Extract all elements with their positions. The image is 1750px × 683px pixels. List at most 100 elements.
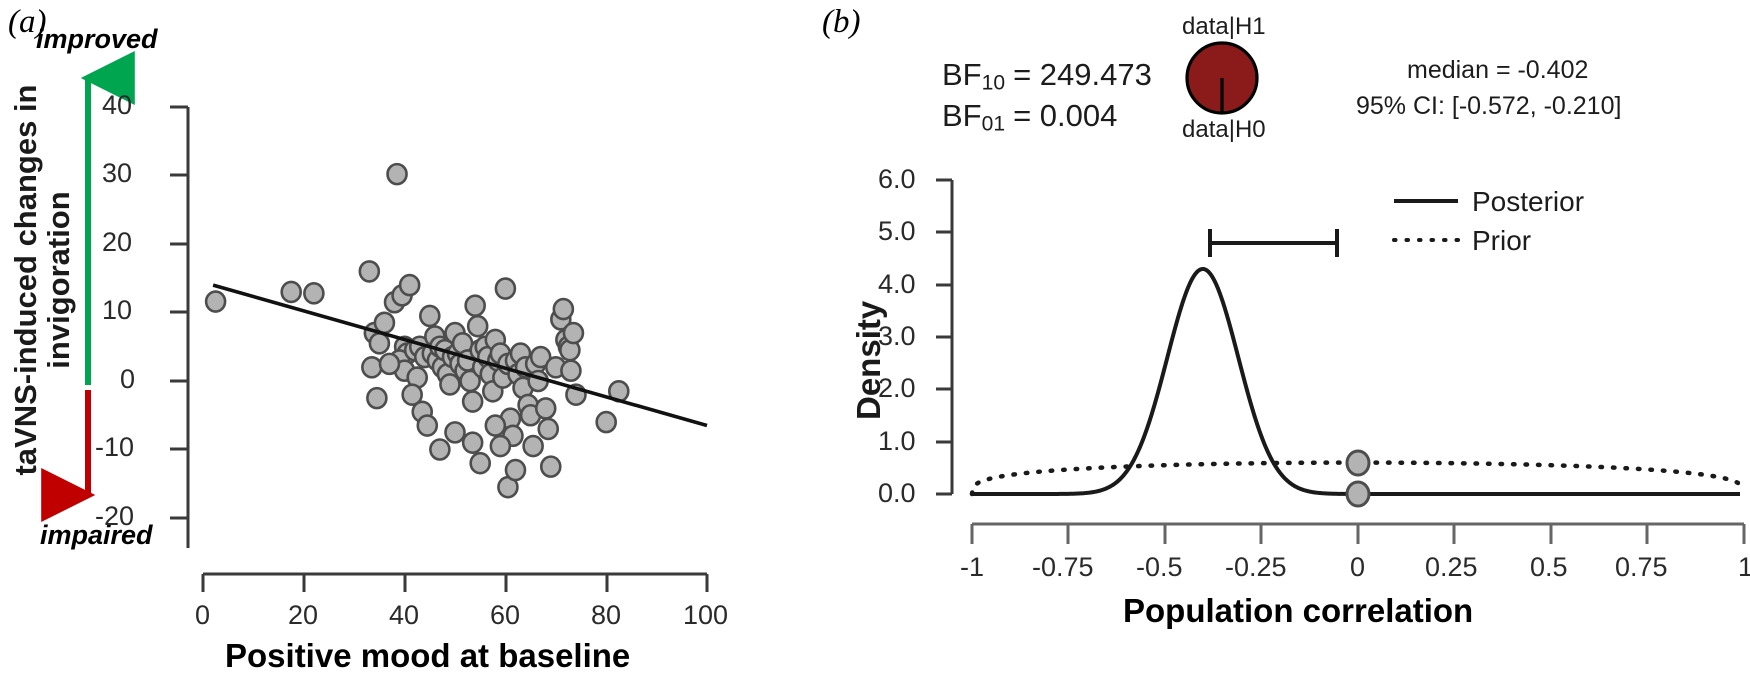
regression-line-segment: [212, 283, 708, 428]
scatter-point: [373, 311, 396, 335]
panel-a-ytick-0: 0: [120, 364, 136, 394]
scatter-point: [484, 414, 507, 437]
scatter-points-layer: [204, 162, 630, 499]
scatter-point: [595, 410, 618, 434]
bf01-subscript: 01: [981, 112, 1006, 136]
panel-b-ytick-40: 4.0: [878, 269, 916, 299]
pie-label-h1: data|H1: [1182, 13, 1266, 40]
scatter-point: [280, 280, 303, 304]
scatter-point: [529, 345, 552, 369]
scatter-point: [534, 397, 557, 420]
scatter-point: [429, 438, 451, 461]
prior-marker-at-zero: [1345, 449, 1371, 477]
scatter-point: [401, 383, 423, 407]
scatter-point: [386, 162, 408, 186]
bf01-value: = 0.004: [1013, 98, 1118, 133]
scatter-point: [303, 282, 325, 305]
panel-a-y-axis: [170, 105, 190, 548]
panel-a-xtick-0: 0: [195, 600, 211, 630]
bf10-value: = 249.473: [1013, 57, 1152, 92]
panel-b-ytick-50: 5.0: [878, 216, 916, 246]
scatter-point: [466, 314, 489, 338]
bf10-annotation: BF10 = 249.473: [942, 57, 1152, 96]
bf01-label: BF: [942, 98, 982, 133]
scatter-point: [552, 297, 575, 321]
scatter-point: [469, 451, 492, 475]
point-markers: [1345, 449, 1371, 508]
bf10-label: BF: [942, 57, 982, 92]
bayes-factor-pie-chart: [1185, 41, 1259, 115]
scatter-point: [560, 359, 582, 383]
scatter-point: [358, 260, 381, 283]
panel-a-ytick-m20: -20: [95, 501, 135, 531]
bf01-annotation: BF01 = 0.004: [942, 98, 1117, 137]
scatter-point: [439, 373, 461, 396]
panel-b-xtick-m05: -0.5: [1136, 552, 1183, 582]
panel-a-xtick-80: 80: [591, 600, 622, 630]
scatter-point: [461, 390, 484, 413]
panel-b-xtick-0: 0: [1350, 552, 1366, 582]
panel-a-ytick-10: 10: [102, 295, 133, 325]
pie-label-h0: data|H0: [1182, 116, 1266, 143]
credible-interval-bar: [1208, 229, 1339, 257]
scatter-point: [418, 304, 441, 328]
scatter-point: [204, 290, 227, 313]
panel-a-letter: (a): [8, 4, 47, 40]
scatter-point: [461, 431, 484, 454]
scatter-point: [522, 434, 544, 458]
panel-b-ytick-60: 6.0: [878, 164, 916, 194]
panel-a-ytick-40: 40: [102, 90, 133, 120]
panel-a-x-axis: [201, 572, 709, 592]
panel-b-xtick-1: 1: [1738, 552, 1750, 582]
bf10-subscript: 10: [981, 71, 1006, 95]
panel-b-y-axis: [936, 178, 954, 496]
regression-line: [212, 283, 708, 428]
scatter-point: [504, 458, 527, 482]
scatter-point: [368, 332, 391, 355]
panel-b-ytick-00: 0.0: [878, 478, 916, 508]
panel-b-xlabel: Population correlation: [1123, 592, 1474, 629]
scatter-point: [537, 417, 560, 441]
panel-b: (b) BF10 = 249.473 BF01 = 0.004 data|H1 da…: [800, 0, 1750, 683]
scatter-point: [444, 421, 466, 444]
panel-b-xtick-025: 0.25: [1425, 552, 1478, 582]
panel-a-xtick-100: 100: [683, 600, 729, 630]
panel-a-xtick-20: 20: [288, 600, 319, 630]
scatter-point: [489, 434, 512, 458]
scatter-point: [378, 352, 401, 376]
panel-b-xtick-05: 0.5: [1530, 552, 1568, 582]
scatter-point: [416, 414, 439, 437]
panel-a-graphics: [41, 51, 709, 592]
panel-a-ytick-20: 20: [102, 227, 133, 257]
panel-b-x-axis: [970, 522, 1746, 544]
legend-label-posterior: Posterior: [1472, 186, 1585, 217]
panel-b-letter: (b): [822, 4, 861, 40]
panel-b-xtick-075: 0.75: [1615, 552, 1668, 582]
scatter-point: [361, 355, 383, 379]
panel-b-legend-marks: [1392, 199, 1460, 242]
panel-b-ytick-30: 3.0: [878, 321, 916, 351]
scatter-point: [398, 273, 421, 297]
improved-label: improved: [36, 24, 158, 54]
posterior-marker-at-zero: [1345, 480, 1371, 508]
panel-b-xtick-m025: -0.25: [1225, 552, 1287, 582]
prior-density-curve: [969, 460, 1740, 497]
panel-a-ytick-30: 30: [102, 158, 133, 188]
scatter-point: [494, 277, 517, 300]
panel-b-ytick-10: 1.0: [878, 426, 916, 456]
panel-b-xtick-m1: -1: [960, 552, 985, 582]
scatter-point: [539, 455, 562, 478]
panel-b-graphics: [936, 178, 1746, 544]
panel-b-ytick-20: 2.0: [878, 373, 916, 403]
panel-a-ytick-m10: -10: [95, 432, 135, 462]
posterior-median-annotation: median = -0.402: [1407, 56, 1589, 84]
scatter-point: [366, 386, 388, 410]
impaired-label: impaired: [40, 520, 153, 550]
panel-b-xtick-m075: -0.75: [1032, 552, 1094, 582]
legend-label-prior: Prior: [1472, 225, 1532, 256]
panel-a: (a) improved impaired taVNS-induced chan…: [0, 0, 800, 683]
scatter-point: [464, 294, 486, 317]
panel-a-xtick-60: 60: [490, 600, 521, 630]
credible-interval-annotation: 95% CI: [-0.572, -0.210]: [1356, 92, 1622, 120]
